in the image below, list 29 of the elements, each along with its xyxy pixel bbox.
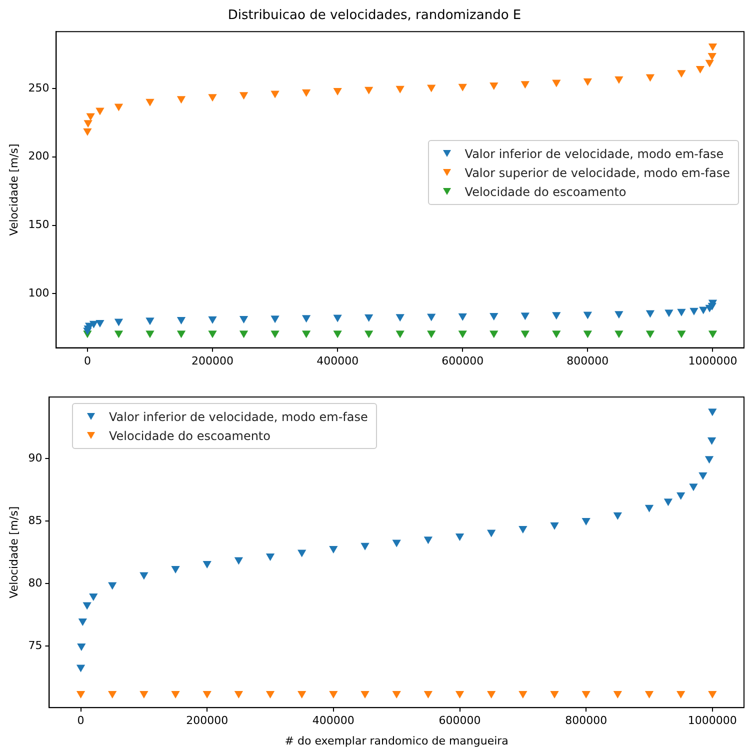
x-tick-label: 1000000 xyxy=(688,714,737,728)
y-tick-label: 90 xyxy=(28,451,42,464)
y-tick-label: 150 xyxy=(28,218,50,232)
y-axis-title: Velocidade [m/s] xyxy=(7,506,20,598)
x-tick-label: 400000 xyxy=(312,714,354,728)
x-tick-label: 1000000 xyxy=(688,354,738,368)
x-axis-title: # do exemplar randomico de mangueira xyxy=(284,734,508,748)
x-tick-label: 400000 xyxy=(316,354,359,368)
y-axis-title: Velocidade [m/s] xyxy=(7,144,20,236)
x-tick-label: 200000 xyxy=(186,714,228,728)
y-tick-label: 85 xyxy=(28,514,42,527)
legend-label: Valor inferior de velocidade, modo em-fase xyxy=(109,410,368,424)
y-tick-label: 250 xyxy=(28,81,50,94)
chart-title: Distribuicao de velocidades, randomizando E xyxy=(228,8,522,24)
x-tick-label: 0 xyxy=(84,354,91,368)
y-tick-label: 75 xyxy=(28,638,42,652)
y-tick-label: 80 xyxy=(28,576,42,590)
x-tick-label: 800000 xyxy=(566,354,609,368)
x-tick-label: 800000 xyxy=(565,714,608,728)
legend-label: Valor superior de velocidade, modo em-fase xyxy=(464,166,730,180)
y-tick-label: 200 xyxy=(28,150,50,163)
x-tick-label: 200000 xyxy=(192,354,234,368)
legend-label: Velocidade do escoamento xyxy=(109,428,270,442)
x-tick-label: 600000 xyxy=(442,354,484,368)
x-tick-label: 0 xyxy=(77,714,84,728)
x-tick-label: 600000 xyxy=(438,714,481,728)
legend-label: Valor inferior de velocidade, modo em-fase xyxy=(464,146,724,160)
legend-label: Velocidade do escoamento xyxy=(464,184,626,198)
y-tick-label: 100 xyxy=(28,286,50,300)
